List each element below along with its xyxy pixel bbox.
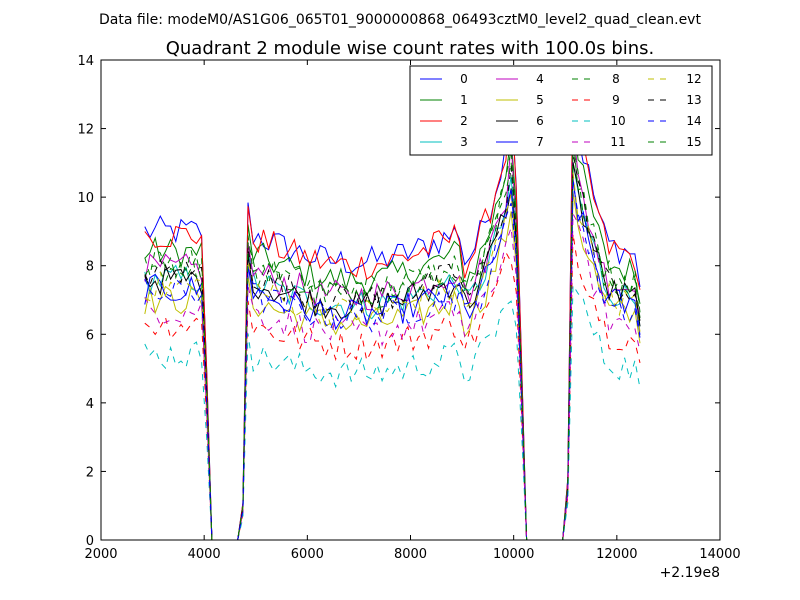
legend-label-4: 4 bbox=[536, 72, 544, 86]
legend-label-2: 2 bbox=[460, 114, 468, 128]
x-tick-label: 4000 bbox=[188, 547, 221, 562]
series-line-7 bbox=[144, 177, 641, 541]
series-line-6 bbox=[144, 162, 641, 541]
legend-label-13: 13 bbox=[686, 93, 701, 107]
legend-label-1: 1 bbox=[460, 93, 468, 107]
legend-label-0: 0 bbox=[460, 72, 468, 86]
legend-label-12: 12 bbox=[686, 72, 701, 86]
legend-label-10: 10 bbox=[610, 114, 625, 128]
series-line-12 bbox=[144, 172, 641, 541]
legend-label-14: 14 bbox=[686, 114, 701, 128]
y-tick-label: 6 bbox=[86, 328, 94, 343]
legend-label-9: 9 bbox=[612, 93, 620, 107]
y-tick-label: 0 bbox=[86, 534, 94, 549]
x-tick-label: 14000 bbox=[699, 547, 740, 562]
x-axis-offset-label: +2.19e8 bbox=[660, 565, 720, 581]
legend-label-5: 5 bbox=[536, 93, 544, 107]
y-tick-label: 10 bbox=[77, 191, 94, 206]
chart-title: Quadrant 2 module wise count rates with … bbox=[166, 38, 655, 59]
y-tick-label: 14 bbox=[77, 54, 94, 69]
series-line-1 bbox=[144, 115, 641, 541]
y-tick-label: 4 bbox=[86, 397, 94, 412]
series-line-14 bbox=[144, 182, 641, 541]
legend-label-6: 6 bbox=[536, 114, 544, 128]
series-line-5 bbox=[144, 191, 641, 541]
legend-box bbox=[409, 65, 713, 156]
legend-label-15: 15 bbox=[686, 135, 701, 149]
chart-suptitle: Data file: modeM0/AS1G06_065T01_90000008… bbox=[99, 12, 701, 28]
series-line-8 bbox=[144, 147, 641, 541]
y-tick-label: 2 bbox=[86, 465, 94, 480]
y-tick-label: 12 bbox=[77, 123, 94, 138]
x-tick-label: 12000 bbox=[596, 547, 637, 562]
series-line-11 bbox=[144, 211, 641, 541]
x-tick-label: 6000 bbox=[291, 547, 324, 562]
x-tick-label: 2000 bbox=[84, 547, 117, 562]
series-line-13 bbox=[144, 152, 641, 541]
series-line-15 bbox=[144, 137, 641, 541]
legend-label-3: 3 bbox=[460, 135, 468, 149]
series-line-9 bbox=[144, 233, 641, 541]
legend-label-11: 11 bbox=[610, 135, 625, 149]
x-tick-label: 10000 bbox=[493, 547, 534, 562]
axes-layer: 2000 4000 6000 8000 10000 12000 14000024681012… bbox=[77, 54, 740, 562]
x-tick-label: 8000 bbox=[394, 547, 427, 562]
series-line-3 bbox=[144, 162, 641, 541]
y-tick-label: 8 bbox=[86, 260, 94, 275]
legend-label-8: 8 bbox=[612, 72, 620, 86]
legend-label-7: 7 bbox=[536, 135, 544, 149]
